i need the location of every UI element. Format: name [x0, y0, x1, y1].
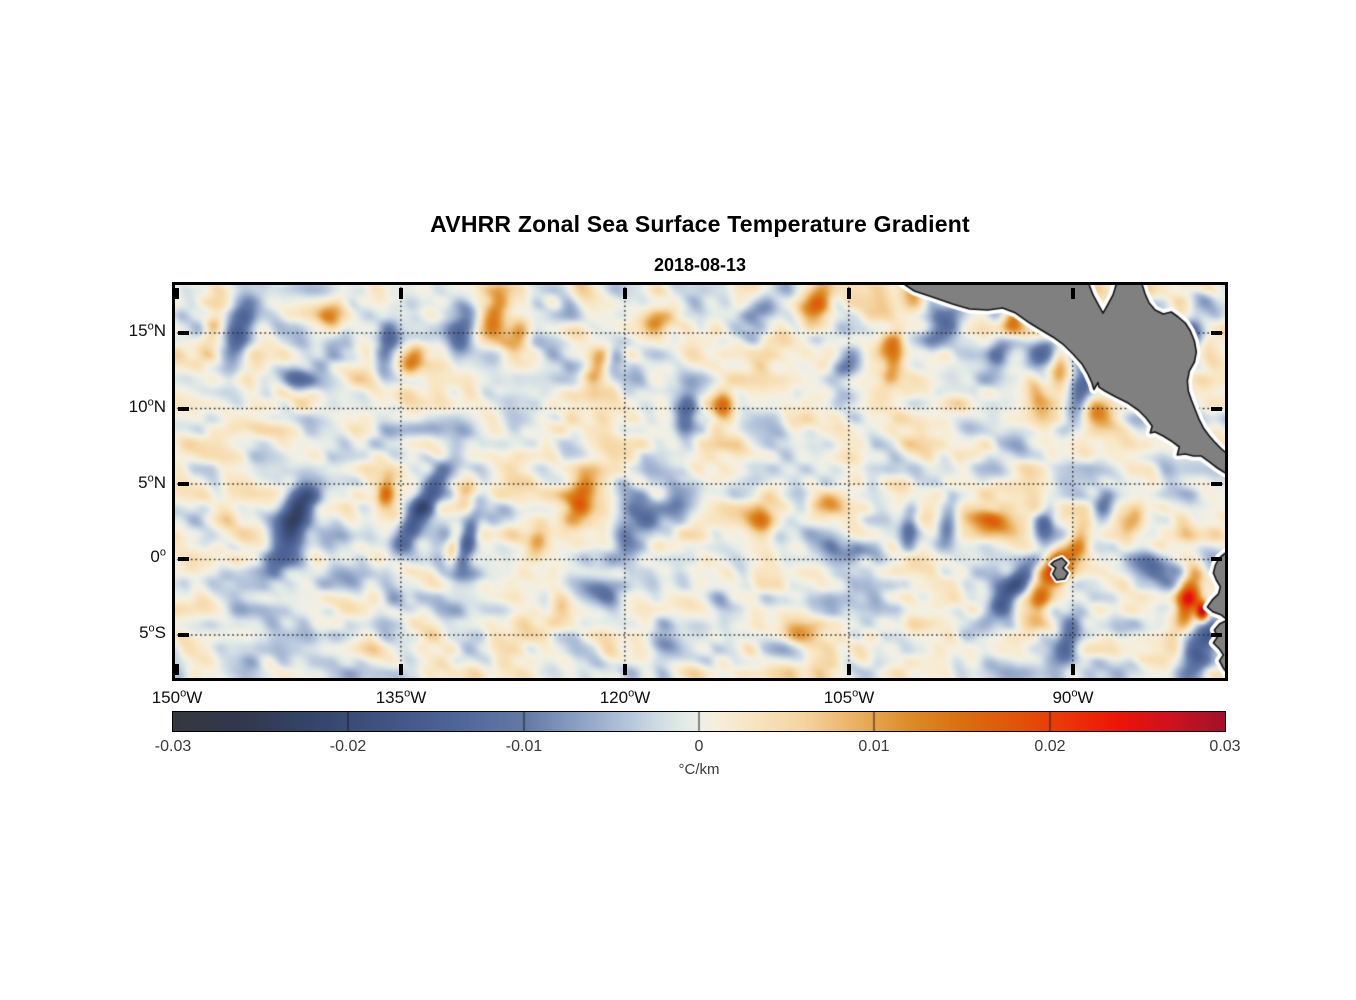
- tick-mark: [622, 664, 627, 675]
- chart-date-subtitle: 2018-08-13: [653, 255, 747, 275]
- xtick-label-90w: 90oW: [1052, 687, 1094, 707]
- colorbar-tick-002: 0.02: [1034, 738, 1066, 755]
- tick-mark: [1211, 481, 1222, 486]
- tick-mark: [1211, 331, 1222, 335]
- colorbar: [173, 712, 1225, 731]
- colorbar-tick-neg003: -0.03: [154, 738, 192, 755]
- ytick-label-5n: 5oN: [138, 472, 166, 492]
- tick-mark: [174, 664, 179, 675]
- tick-mark: [1211, 406, 1222, 411]
- ytick-label-5s: 5oS: [139, 622, 166, 642]
- tick-mark: [622, 288, 627, 299]
- tick-mark: [178, 406, 189, 411]
- colorbar-tick-001: 0.01: [858, 738, 890, 755]
- ytick-label-15n: 15oN: [128, 320, 166, 340]
- colorbar-units-label: °C/km: [678, 761, 720, 778]
- tick-mark: [398, 288, 403, 299]
- colorbar-tick-zero: 0: [694, 738, 704, 755]
- tick-mark: [178, 557, 189, 562]
- tick-mark: [1070, 664, 1075, 675]
- tick-mark: [174, 288, 179, 299]
- colorbar-tick-003: 0.03: [1209, 738, 1241, 755]
- xtick-label-120w: 120oW: [599, 687, 651, 707]
- colorbar-tick-neg002: -0.02: [329, 738, 367, 755]
- tick-mark: [1211, 632, 1222, 637]
- tick-mark: [178, 632, 189, 637]
- xtick-label-105w: 105oW: [823, 687, 875, 707]
- sst-gradient-heatmap: [175, 285, 1225, 678]
- ytick-label-10n: 10oN: [128, 396, 166, 416]
- tick-mark: [1211, 557, 1222, 562]
- tick-mark: [178, 481, 189, 486]
- tick-mark: [846, 288, 851, 299]
- tick-mark: [178, 331, 189, 335]
- tick-mark: [846, 664, 851, 675]
- ytick-label-0: 0o: [150, 546, 166, 566]
- chart-title: AVHRR Zonal Sea Surface Temperature Grad…: [430, 211, 970, 237]
- xtick-label-150w: 150oW: [151, 687, 203, 707]
- tick-mark: [1070, 288, 1075, 299]
- tick-mark: [398, 664, 403, 675]
- colorbar-tick-neg001: -0.01: [505, 738, 543, 755]
- xtick-label-135w: 135oW: [375, 687, 427, 707]
